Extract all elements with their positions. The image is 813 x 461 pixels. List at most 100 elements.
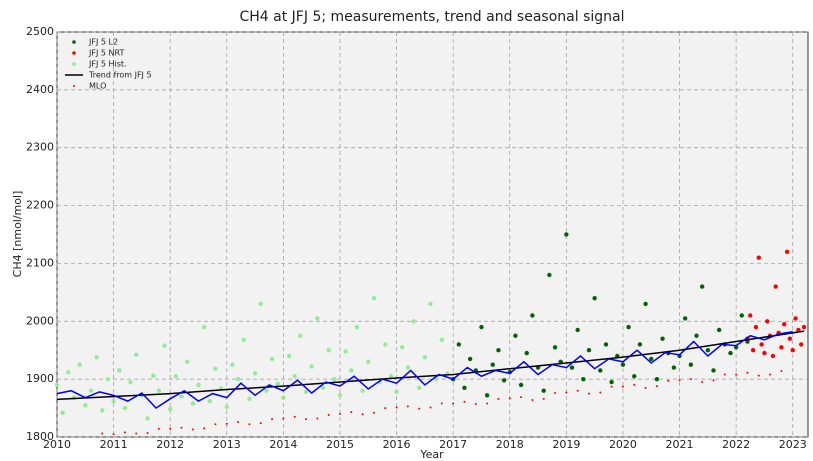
data-point (384, 407, 387, 410)
data-point (60, 410, 65, 415)
data-point (327, 414, 330, 417)
data-point (699, 284, 705, 289)
data-point (554, 392, 557, 395)
x-tick-label: 2022 (722, 438, 750, 451)
legend: JFJ 5 L2 JFJ 5 NRT JFJ 5 Hist. Trend from J… (65, 38, 152, 91)
data-point (315, 316, 320, 321)
x-tick-label: 2011 (100, 438, 128, 451)
x-tick-label: 2021 (666, 438, 694, 451)
data-point (682, 316, 688, 321)
legend-swatch (73, 85, 75, 87)
data-point (388, 374, 394, 379)
data-point (281, 395, 286, 400)
data-point (586, 348, 592, 353)
data-point (190, 401, 196, 406)
data-point (237, 420, 240, 423)
data-point (501, 378, 507, 383)
data-point (746, 371, 749, 374)
line (56, 330, 793, 410)
x-tick-label: 2013 (213, 438, 241, 451)
data-point (439, 337, 445, 342)
data-point (762, 350, 767, 356)
data-point (88, 388, 94, 393)
data-point (637, 342, 643, 347)
data-point (224, 404, 229, 410)
data-point (765, 319, 770, 324)
marks (54, 31, 808, 438)
data-point (712, 379, 715, 382)
data-point (350, 411, 353, 414)
data-point (609, 379, 614, 385)
data-point (383, 342, 388, 347)
data-point (326, 348, 331, 353)
y-tick-label: 2400 (26, 83, 54, 96)
data-point (801, 324, 807, 330)
data-point (633, 383, 636, 386)
data-point (462, 385, 467, 391)
data-point (105, 376, 111, 382)
x-tick-label: 2019 (552, 438, 580, 451)
data-point (184, 359, 190, 364)
data-point (213, 366, 218, 371)
data-point (440, 402, 443, 405)
data-point (626, 324, 631, 330)
data-point (418, 407, 421, 410)
data-point (94, 354, 99, 360)
data-point (705, 348, 711, 353)
data-point (422, 354, 428, 360)
data-point (643, 301, 648, 307)
data-point (655, 385, 658, 388)
data-point (587, 392, 590, 395)
data-point (496, 348, 501, 353)
data-point (484, 393, 490, 398)
data-point (173, 374, 179, 379)
data-point (542, 397, 545, 400)
data-point (354, 324, 360, 330)
data-point (180, 426, 183, 429)
data-point (490, 362, 495, 367)
data-point (309, 364, 314, 369)
data-point (371, 295, 377, 301)
data-point (728, 350, 733, 356)
data-point (275, 381, 280, 386)
data-point (654, 376, 660, 382)
legend-label: JFJ 5 NRT (88, 49, 124, 58)
data-point (603, 342, 609, 347)
data-point (784, 249, 790, 255)
y-axis-label: CH4 [nmol/mol] (11, 191, 24, 278)
data-point (77, 362, 82, 367)
data-point (770, 353, 776, 359)
data-point (235, 376, 241, 382)
data-point (467, 356, 473, 362)
data-point (395, 406, 398, 409)
data-point (599, 391, 602, 394)
data-point (320, 385, 326, 391)
data-point (248, 423, 251, 426)
y-tick-label: 2100 (26, 256, 54, 269)
data-point (316, 417, 319, 420)
data-point (531, 398, 534, 401)
data-point (207, 398, 213, 404)
data-point (782, 321, 787, 327)
data-point (524, 350, 529, 356)
data-point (258, 301, 263, 307)
legend-label: MLO (89, 82, 106, 91)
data-point (259, 422, 262, 425)
data-point (400, 345, 405, 350)
data-point (100, 408, 105, 413)
data-point (565, 391, 568, 394)
legend-swatch (72, 62, 76, 66)
data-point (694, 333, 699, 338)
data-point (225, 422, 228, 425)
data-point (349, 368, 354, 373)
data-point (632, 374, 637, 379)
data-point (456, 342, 462, 347)
data-point (610, 385, 613, 388)
data-point (592, 295, 597, 301)
data-point (338, 412, 341, 415)
x-tick-label: 2023 (779, 438, 807, 451)
data-point (337, 393, 343, 398)
data-point (394, 389, 399, 395)
chart-title: CH4 at JFJ 5; measurements, trend and se… (240, 9, 625, 25)
